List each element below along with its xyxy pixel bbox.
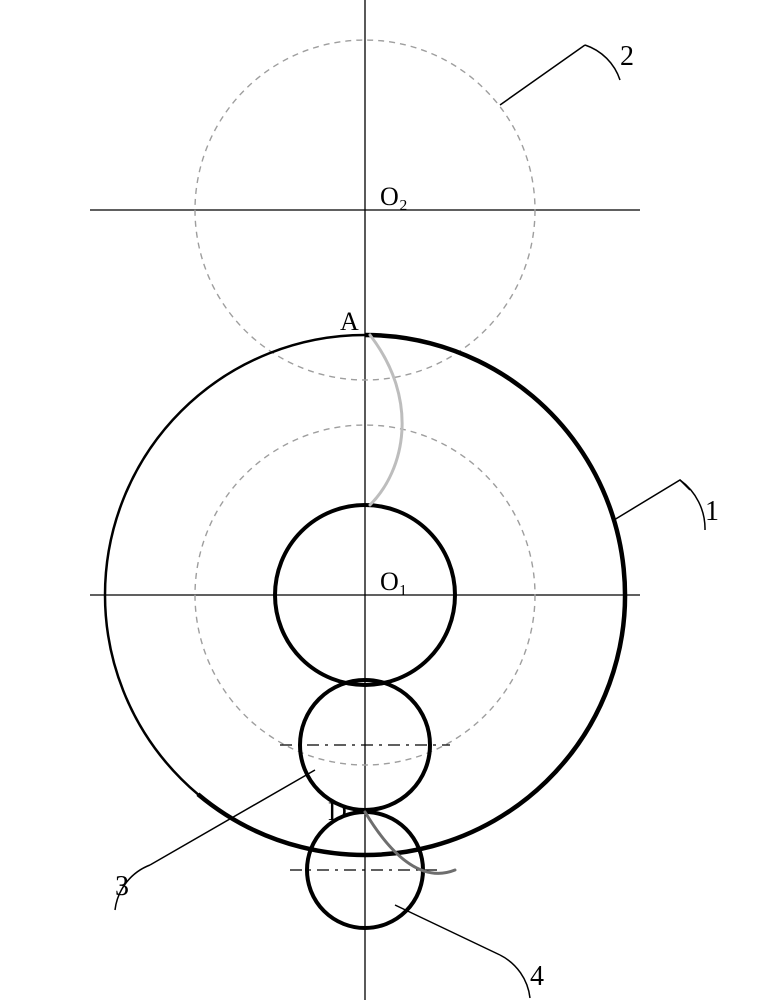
label-O1: O₁ <box>380 567 408 596</box>
callout-c3-number: 3 <box>115 871 129 902</box>
callout-c1-number: 1 <box>705 496 719 527</box>
label-A: A <box>340 307 359 336</box>
callout-c4-curl <box>500 955 530 998</box>
diagram-canvas: O₁ O₂ A D 1 2 3 4 <box>0 0 775 1000</box>
callout-c4-leader <box>395 905 500 955</box>
callout-c4-number: 4 <box>530 961 544 992</box>
callout-c2-curl <box>585 45 620 80</box>
callout-c2-number: 2 <box>620 41 634 72</box>
label-D: D <box>328 797 347 826</box>
callout-c1-curl <box>680 480 705 530</box>
callout-c2-leader <box>500 45 585 105</box>
callout-c3-leader <box>150 770 315 865</box>
grey-arcA <box>370 335 402 505</box>
callout-c1-leader <box>614 480 690 520</box>
label-O2: O₂ <box>380 182 408 211</box>
